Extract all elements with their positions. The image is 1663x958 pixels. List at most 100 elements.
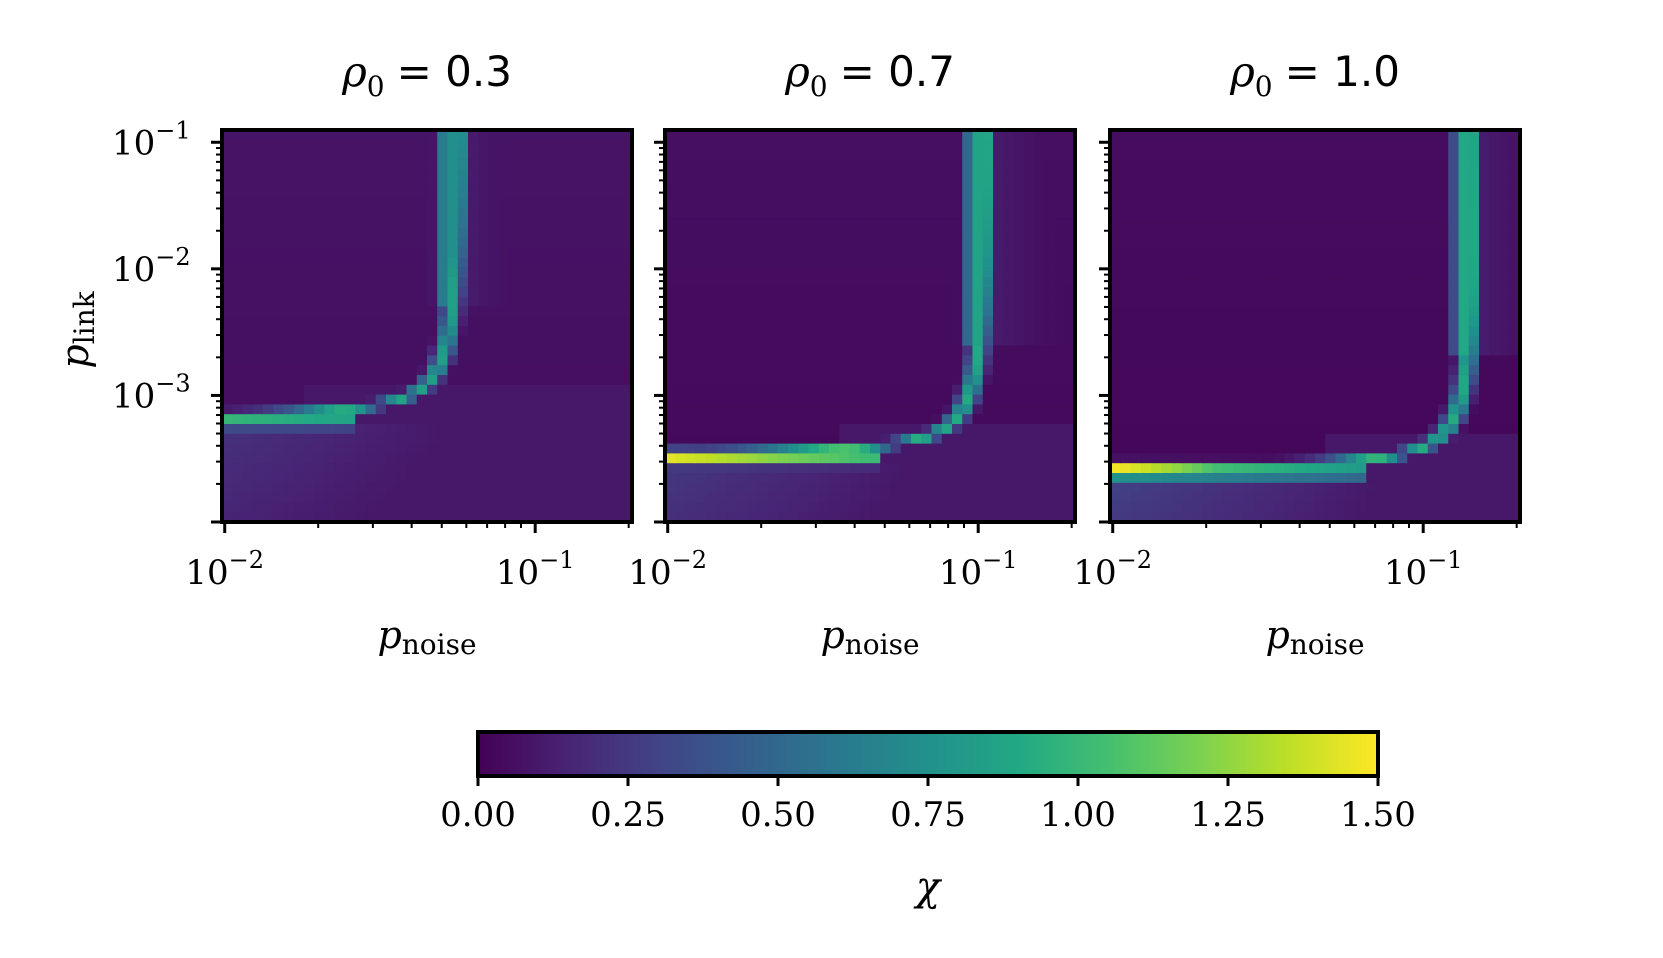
heatmap-cell [1161,404,1173,415]
heatmap-cell [232,335,244,347]
heatmap-cell [1304,414,1316,425]
heatmap-cell [519,335,531,347]
heatmap-cell [509,149,520,160]
heatmap-cell [911,375,922,386]
heatmap-cell [665,443,676,454]
heatmap-cell [283,169,295,180]
heatmap-cell [1140,198,1152,209]
heatmap-cell [1274,247,1285,258]
heatmap-cell [468,482,479,494]
heatmap-cell [1202,394,1214,405]
heatmap-cell [1161,345,1173,356]
heatmap-cell [447,130,459,141]
heatmap-cell [1023,345,1035,356]
heatmap-cell [1253,316,1265,327]
heatmap-cell [437,277,449,288]
heatmap-cell [591,473,602,484]
heatmap-cell [324,169,336,180]
heatmap-cell [570,208,582,219]
heatmap-cell [1161,453,1173,464]
heatmap-cell [447,326,459,337]
heatmap-cell [900,218,912,229]
heatmap-cell [1253,169,1265,180]
heatmap-cell [365,208,377,219]
heatmap-cell [1222,257,1234,268]
heatmap-cell [1003,394,1015,405]
heatmap-cell [1120,306,1132,317]
heatmap-cell [1499,355,1511,366]
heatmap-cell [1140,296,1152,307]
heatmap-cell [396,179,408,190]
heatmap-cell [757,512,769,523]
heatmap-cell [1140,502,1152,513]
heatmap-cell [1284,345,1296,356]
heatmap-cell [1110,502,1121,513]
heatmap-cell [488,286,500,298]
heatmap-cell [900,208,912,219]
heatmap-cell [706,375,717,386]
heatmap-cell [1335,502,1347,513]
heatmap-cell [962,296,974,307]
heatmap-cell [798,169,810,180]
heatmap-cell [1397,384,1408,396]
heatmap-cell [777,492,789,503]
heatmap-cell [890,463,902,474]
heatmap-cell [788,453,799,464]
heatmap-cell [1294,512,1306,523]
heatmap-cell [1064,159,1076,170]
heatmap-cell [1489,296,1501,307]
heatmap-cell [716,179,728,190]
heatmap-cell [1294,482,1306,494]
heatmap-cell [1315,267,1326,278]
heatmap-cell [1356,492,1367,503]
heatmap-cell [736,286,748,298]
heatmap-cell [488,149,500,160]
heatmap-cell [375,286,387,298]
heatmap-cell [1304,394,1316,405]
heatmap-cell [1034,267,1045,278]
heatmap-cell [818,375,830,386]
heatmap-cell [1284,149,1296,160]
heatmap-cell [941,198,953,209]
heatmap-cell [818,316,830,327]
heatmap-cell [1366,512,1378,523]
heatmap-cell [1438,404,1449,415]
heatmap-cell [416,384,428,396]
heatmap-cell [675,179,687,190]
heatmap-cell [1448,355,1460,366]
heatmap-cell [685,375,697,386]
heatmap-cell [1335,424,1347,435]
heatmap-cell [1448,228,1460,239]
heatmap-cell [416,130,428,141]
heatmap-cell [1130,394,1142,405]
heatmap-cell [611,267,623,278]
heatmap-cell [427,296,438,307]
heatmap-cell [1013,502,1025,513]
heatmap-cell [293,267,305,278]
heatmap-cell [1274,296,1285,307]
heatmap-cell [1253,296,1265,307]
heatmap-cell [685,277,697,288]
heatmap-cell [685,512,697,523]
heatmap-cell [427,198,438,209]
heatmap-cell [1479,512,1490,523]
heatmap-cell [900,237,912,249]
heatmap-cell [1181,237,1193,249]
heatmap-cell [1222,316,1234,327]
heatmap-cell [560,512,572,523]
heatmap-cell [1407,139,1419,151]
heatmap-cell [1407,179,1419,190]
heatmap-cell [1376,218,1388,229]
heatmap-cell [488,237,500,249]
heatmap-cell [601,169,613,180]
heatmap-cell [293,463,305,474]
heatmap-cell [1448,384,1460,396]
heatmap-cell [591,257,602,268]
heatmap-cell [1366,179,1378,190]
heatmap-cell [355,453,367,464]
heatmap-cell [293,130,305,141]
heatmap-cell [611,453,623,464]
heatmap-cell [580,433,592,445]
heatmap-cell [1140,237,1152,249]
heatmap-cell [539,149,551,160]
